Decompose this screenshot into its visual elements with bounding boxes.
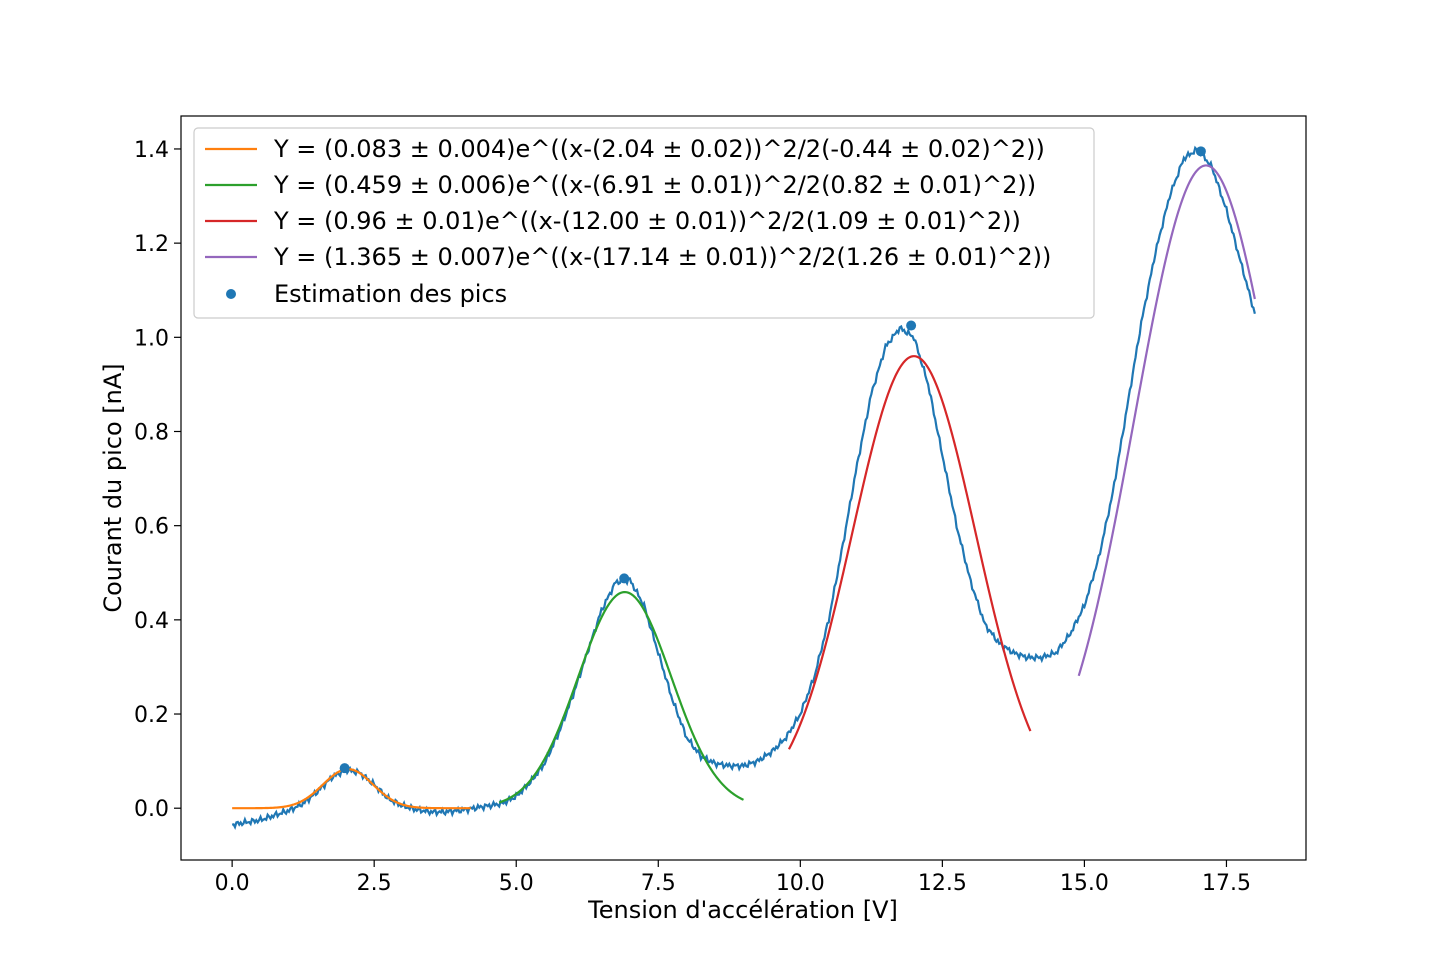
x-tick-label: 5.0 (499, 871, 534, 896)
y-tick-label: 0.4 (134, 609, 169, 634)
x-tick-label: 0.0 (215, 871, 250, 896)
fit-curve-4 (1077, 164, 1256, 677)
y-tick-label: 0.8 (134, 420, 169, 445)
peak-point-2 (619, 573, 630, 584)
y-tick-label: 1.4 (134, 138, 169, 163)
legend-entry-fit-4: Y = (1.365 ± 0.007)e^((x-(17.14 ± 0.01))… (273, 243, 1051, 271)
y-tick-label: 0.6 (134, 515, 169, 540)
peak-point-1 (339, 763, 350, 774)
x-tick-label: 12.5 (918, 871, 967, 896)
peak-point-4 (1195, 146, 1206, 157)
x-tick-label: 10.0 (776, 871, 825, 896)
legend-entry-fit-1: Y = (0.083 ± 0.004)e^((x-(2.04 ± 0.02))^… (273, 135, 1045, 163)
legend: Y = (0.083 ± 0.004)e^((x-(2.04 ± 0.02))^… (193, 127, 1095, 319)
legend-box (193, 127, 1095, 319)
plot-area (231, 145, 1256, 830)
x-tick-label: 17.5 (1202, 871, 1251, 896)
x-axis-label: Tension d'accélération [V] (587, 896, 898, 924)
x-tick-label: 2.5 (357, 871, 392, 896)
fit-curve-3 (787, 355, 1032, 750)
fit-curve-1 (232, 768, 471, 810)
legend-entry-fit-3: Y = (0.96 ± 0.01)e^((x-(12.00 ± 0.01))^2… (273, 207, 1021, 235)
y-tick-label: 1.0 (134, 326, 169, 351)
legend-entry-peaks: Estimation des pics (274, 280, 507, 308)
legend-entry-fit-2: Y = (0.459 ± 0.006)e^((x-(6.91 ± 0.01))^… (273, 171, 1036, 199)
plot-frame (180, 115, 1307, 861)
y-tick-label: 0.0 (134, 797, 169, 822)
y-tick-label: 1.2 (134, 232, 169, 257)
plot-content (231, 145, 1256, 830)
x-tick-label: 7.5 (641, 871, 676, 896)
legend-swatch-peaks (226, 289, 236, 299)
measured-data-line (231, 145, 1256, 830)
peak-point-3 (906, 320, 917, 331)
y-axis-label: Courant du pico [nA] (99, 363, 127, 612)
x-tick-label: 15.0 (1060, 871, 1109, 896)
fit-curve-2 (498, 590, 744, 804)
axes: 0.0 2.5 5.0 7.5 10.0 12.5 15.0 17.5 0.0 0.2 0.4 0.6… (134, 115, 1307, 896)
y-tick-label: 0.2 (134, 703, 169, 728)
